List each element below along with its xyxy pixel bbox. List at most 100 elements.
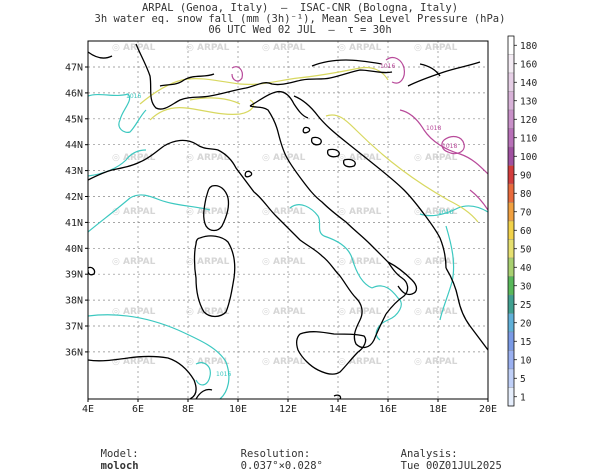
watermark-text: ◎ ARPAL: [112, 207, 156, 217]
island-west: [88, 266, 96, 276]
border-austria: [311, 59, 383, 67]
colorbar-swatch: [507, 183, 515, 203]
isobar-label: 1018: [442, 143, 457, 150]
colorbar-label: 70: [520, 207, 532, 218]
watermark-text: ◎ ARPAL: [112, 257, 156, 267]
lon-label: 12E: [279, 404, 297, 415]
colorbar-swatch: [507, 239, 515, 259]
watermark-text: ◎ ARPAL: [262, 43, 306, 53]
lat-label: 45N: [65, 114, 83, 125]
border-east-2: [419, 63, 441, 77]
isobar-cyan-greece: [439, 225, 455, 321]
lon-label: 8E: [182, 404, 194, 415]
colorbar-swatch: [507, 128, 515, 148]
island-sicily: [296, 331, 367, 375]
watermark-text: ◎ ARPAL: [262, 207, 306, 217]
watermark-text: ◎ ARPAL: [338, 357, 382, 367]
colorbar-label: 180: [520, 41, 537, 52]
colorbar-label: 40: [520, 263, 532, 274]
island-corsica: [203, 184, 230, 232]
coast-france-south: [88, 145, 165, 181]
colorbar-swatch: [507, 35, 515, 55]
border-alps: [135, 43, 393, 110]
lat-label: 44N: [65, 140, 83, 151]
watermark-text: ◎ ARPAL: [414, 257, 458, 267]
watermark-text: ◎ ARPAL: [414, 307, 458, 317]
lat-label: 47N: [65, 63, 83, 74]
isobar-magenta-austria: [385, 56, 405, 84]
coastline-layer: [88, 43, 488, 399]
island-croatia-4: [302, 126, 311, 134]
border-france-north: [88, 51, 113, 59]
isobar-label-layer: 1016 1016 1018 1018 1016 1016: [126, 63, 457, 378]
watermark-text: ◎ ARPAL: [338, 207, 382, 217]
watermark-text: ◎ ARPAL: [338, 43, 382, 53]
colorbar-label: 50: [520, 244, 532, 255]
colorbar-label: 130: [520, 96, 537, 107]
isobar-cyan-north: [88, 93, 147, 133]
colorbar-label: 20: [520, 318, 532, 329]
lat-label: 36N: [65, 347, 83, 358]
colorbar-label: 140: [520, 78, 537, 89]
lat-label: 40N: [65, 244, 83, 255]
island-malta: [333, 394, 342, 399]
coast-north-africa: [88, 355, 197, 399]
watermark-text: ◎ ARPAL: [112, 153, 156, 163]
colorbar-swatch: [507, 165, 515, 185]
watermark-text: ◎ ARPAL: [186, 307, 230, 317]
watermark-text: ◎ ARPAL: [262, 307, 306, 317]
colorbar-label: 10: [520, 355, 532, 366]
colorbar-swatch: [507, 220, 515, 240]
watermark-text: ◎ ARPAL: [414, 153, 458, 163]
isobar-label: 1016: [380, 63, 395, 70]
footer-analysis: Analysis: Tue 00Z01JUL2025: [388, 436, 502, 472]
watermark-text: ◎ ARPAL: [186, 257, 230, 267]
colorbar-label: 5: [520, 374, 526, 385]
isobar-yellow-alps: [139, 66, 389, 105]
lon-label: 6E: [132, 404, 144, 415]
colorbar-swatch: [507, 331, 515, 351]
lon-label: 4E: [82, 404, 94, 415]
isobar-label: 1016: [126, 93, 141, 100]
colorbar-label: 25: [520, 300, 531, 311]
watermark-text: ◎ ARPAL: [186, 43, 230, 53]
colorbar-swatch: [507, 54, 515, 74]
watermark-text: ◎ ARPAL: [112, 43, 156, 53]
isobar-cyan-sicily: [195, 362, 211, 386]
footer-model: Model: moloch: [88, 436, 139, 472]
coast-italy-east: [249, 105, 409, 315]
island-croatia-2: [326, 148, 340, 158]
isobar-cyan-west: [88, 194, 211, 233]
coast-africa-east: [195, 388, 213, 399]
watermark-layer: ◎ ARPAL ◎ ARPAL ◎ ARPAL ◎ ARPAL ◎ ARPAL ◎ ARP…: [112, 43, 458, 367]
colorbar-swatch: [507, 72, 515, 92]
colorbar-swatch: [507, 313, 515, 333]
watermark-text: ◎ ARPAL: [262, 257, 306, 267]
isobar-cyan-balkans: [419, 205, 488, 217]
title-line-1: ARPAL (Genoa, Italy) — ISAC-CNR (Bologna…: [141, 2, 459, 14]
island-elba: [244, 170, 253, 178]
border-swiss: [159, 73, 215, 87]
isobar-cyan-ionian: [371, 285, 402, 341]
colorbar-swatch: [507, 350, 515, 370]
footer-resolution-value: 0.037°×0.028°: [240, 460, 323, 472]
colorbar-label: 30: [520, 281, 532, 292]
colorbar-label: 110: [520, 133, 537, 144]
colorbar-swatch: [507, 294, 515, 314]
colorbar-swatch: [507, 91, 515, 111]
lon-label: 14E: [329, 404, 347, 415]
footer-analysis-value: Tue 00Z01JUL2025: [400, 460, 502, 472]
lat-label: 38N: [65, 296, 83, 307]
watermark-text: ◎ ARPAL: [112, 307, 156, 317]
colorbar-swatch: [507, 109, 515, 129]
colorbar-swatch: [507, 387, 515, 407]
title-line-2: 3h water eq. snow fall (mm (3h)⁻¹), Mean…: [94, 13, 506, 25]
axis-labels: 4E 6E 8E 10E 12E 14E 16E 18E 20E 47N 46N 45N 44N 43N 4…: [65, 63, 497, 416]
island-sardinia: [193, 235, 236, 318]
colorbar-label: 1: [520, 392, 526, 403]
watermark-text: ◎ ARPAL: [338, 307, 382, 317]
watermark-text: ◎ ARPAL: [112, 357, 156, 367]
colorbar-label: 60: [520, 226, 532, 237]
footer-model-value: moloch: [100, 460, 139, 472]
isobar-label: 1016: [438, 209, 453, 216]
